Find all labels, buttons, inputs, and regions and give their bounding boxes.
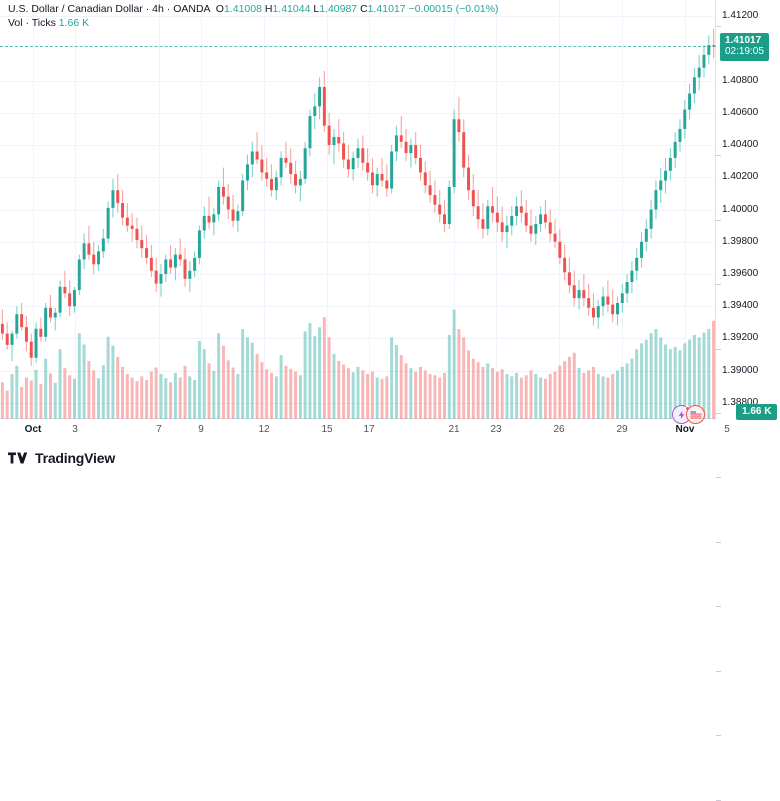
- price-axis[interactable]: 1.41200 1.40800 1.40600 1.40400 1.40200 1.400…: [716, 0, 780, 801]
- tradingview-mark-icon: [8, 452, 28, 464]
- time-axis-tick: 3: [72, 424, 78, 435]
- interval-label[interactable]: 4h: [152, 3, 164, 15]
- gridline-vertical: [201, 0, 202, 419]
- price-axis-tick: 1.40200: [716, 171, 758, 350]
- gridline-horizontal: [0, 241, 716, 243]
- current-price-badge[interactable]: 1.41017 02:19:05: [720, 32, 769, 61]
- tradingview-logo[interactable]: TradingView: [8, 450, 115, 466]
- bar-countdown: 02:19:05: [725, 46, 764, 58]
- gridline-horizontal: [0, 80, 716, 82]
- price-axis-tick: 1.40800: [716, 75, 758, 157]
- price-axis-tick-dash: [716, 606, 721, 608]
- exchange-label[interactable]: OANDA: [173, 3, 210, 15]
- chart-legend: U.S. Dollar / Canadian Dollar · 4h · OAN…: [8, 3, 498, 30]
- price-axis-tick: 1.39200: [716, 332, 758, 672]
- gridline-horizontal: [0, 273, 716, 275]
- legend-separator-2: ·: [163, 3, 174, 15]
- current-price-line: [0, 45, 716, 47]
- low-value: 1.40987: [319, 3, 358, 15]
- price-axis-tick: 1.39800: [716, 236, 758, 479]
- close-label: C: [360, 3, 368, 15]
- price-axis-tick-dash: [716, 219, 721, 221]
- chart-plot-area[interactable]: [0, 0, 716, 419]
- symbol-legend-row[interactable]: U.S. Dollar / Canadian Dollar · 4h · OAN…: [8, 3, 498, 16]
- volume-legend-row[interactable]: Vol · Ticks 1.66 K: [8, 17, 498, 30]
- time-axis-tick: 12: [258, 424, 270, 435]
- price-axis-tick: 1.40600: [716, 107, 758, 221]
- chart-badges: [672, 405, 716, 427]
- gridline-horizontal: [0, 402, 716, 404]
- gridline-vertical: [264, 0, 265, 419]
- time-axis-tick: 5: [724, 424, 730, 435]
- time-axis-tick: 26: [553, 424, 565, 435]
- gridline-horizontal: [0, 306, 716, 308]
- gridline-horizontal: [0, 177, 716, 179]
- time-axis[interactable]: Oct 3 7 9 12 15 17 21 23 26 29 Nov 5: [0, 419, 730, 443]
- gridline-vertical: [159, 0, 160, 419]
- time-axis-tick: Oct: [24, 424, 42, 435]
- gridline-vertical: [369, 0, 370, 419]
- us-flag-icon[interactable]: [686, 405, 705, 424]
- gridline-vertical: [559, 0, 560, 419]
- time-axis-tick: 23: [490, 424, 502, 435]
- gridline-vertical: [33, 0, 34, 419]
- gridline-vertical: [685, 0, 686, 419]
- time-axis-tick: 29: [616, 424, 628, 435]
- tradingview-wordmark: TradingView: [35, 450, 116, 466]
- price-axis-tick-dash: [716, 670, 721, 672]
- volume-study-value: 1.66 K: [58, 17, 90, 29]
- close-value: 1.41017: [367, 3, 406, 15]
- legend-separator-1: ·: [142, 3, 153, 15]
- time-axis-tick: 7: [156, 424, 162, 435]
- gridline-vertical: [75, 0, 76, 419]
- gridline-horizontal: [0, 112, 716, 114]
- time-axis-tick: 15: [321, 424, 333, 435]
- price-axis-tick-dash: [716, 284, 721, 286]
- time-axis-tick: 21: [448, 424, 460, 435]
- price-axis-tick-dash: [716, 477, 721, 479]
- price-axis-tick: 1.39000: [716, 365, 758, 737]
- gridline-vertical: [454, 0, 455, 419]
- gridline-horizontal: [0, 209, 716, 211]
- price-axis-tick: 1.39400: [716, 300, 758, 608]
- volume-study-title: Vol · Ticks: [8, 17, 56, 29]
- price-axis-tick: 1.40000: [716, 204, 758, 414]
- price-axis-tick-dash: [716, 348, 721, 350]
- open-value: 1.41008: [223, 3, 262, 15]
- ohlc-values: O1.41008 H1.41044 L1.40987 C1.41017 −0.0…: [213, 3, 499, 15]
- open-label: O: [215, 3, 224, 15]
- gridline-vertical: [622, 0, 623, 419]
- time-axis-tick: 17: [363, 424, 375, 435]
- gridline-vertical: [496, 0, 497, 419]
- high-label: H: [264, 3, 273, 15]
- current-price-value: 1.41017: [725, 34, 762, 46]
- price-axis-tick-dash: [716, 413, 721, 414]
- price-axis-tick: 1.39600: [716, 268, 758, 543]
- price-axis-tick: 1.41200: [716, 10, 758, 28]
- change-value: −0.00015 (−0.01%): [408, 3, 499, 15]
- price-axis-tick-dash: [716, 541, 721, 543]
- candlestick-series: [0, 29, 716, 419]
- price-axis-tick-dash: [716, 735, 721, 737]
- time-axis-tick: Nov: [675, 424, 695, 435]
- volume-axis-badge[interactable]: 1.66 K: [736, 404, 778, 420]
- gridline-horizontal: [0, 370, 716, 372]
- gridline-horizontal: [0, 16, 716, 18]
- price-axis-tick: 1.40400: [716, 139, 758, 286]
- high-value: 1.41044: [272, 3, 311, 15]
- time-axis-tick: 9: [198, 424, 204, 435]
- price-axis-tick-dash: [716, 155, 721, 157]
- symbol-name[interactable]: U.S. Dollar / Canadian Dollar: [8, 3, 143, 15]
- gridline-horizontal: [0, 338, 716, 340]
- low-label: L: [313, 3, 320, 15]
- price-axis-tick-dash: [716, 26, 721, 28]
- gridline-vertical: [327, 0, 328, 419]
